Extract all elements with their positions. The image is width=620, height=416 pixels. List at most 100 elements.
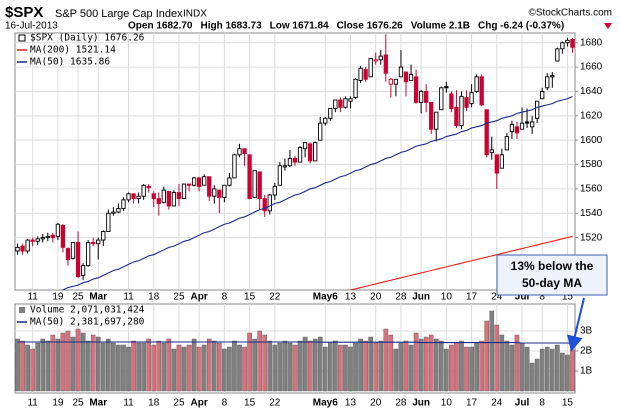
x-tick-label: 15: [244, 398, 256, 409]
x-tick-label: May6: [313, 398, 338, 409]
candle-body: [242, 148, 247, 155]
candle-body: [333, 99, 338, 109]
candle-body: [408, 73, 414, 81]
volume-bar: [40, 338, 46, 392]
volume-bar: [524, 346, 530, 392]
volume-bar: [217, 342, 222, 392]
volume-bar: [297, 340, 303, 392]
candle-body: [444, 86, 449, 89]
candle-body: [80, 265, 86, 276]
volume-bar: [15, 338, 20, 392]
volume-bar: [277, 342, 283, 392]
quote-item: Volume 2.1B: [411, 21, 470, 32]
x-tick-label: 25: [73, 398, 85, 409]
annotation-arrow: [567, 297, 585, 352]
x-tick-label: 11: [27, 292, 38, 303]
candle-body: [418, 91, 424, 103]
volume-bar: [519, 342, 525, 392]
candle-body: [131, 193, 136, 200]
candle-body: [479, 76, 484, 106]
volume-bar: [247, 332, 252, 392]
volume-bar: [383, 328, 389, 392]
volume-bar: [549, 348, 555, 392]
volume-bar: [222, 348, 227, 392]
candle-body: [393, 78, 399, 85]
candle-body: [439, 87, 444, 111]
volume-bar: [363, 340, 368, 392]
volume-bar: [70, 336, 76, 392]
volume-bar: [65, 330, 71, 392]
x-tick-label: 22: [269, 398, 281, 409]
candle-body: [494, 154, 499, 174]
volume-bar: [479, 340, 484, 392]
x-tick-label: Mar: [89, 292, 107, 303]
legend-label: Volume 2,071,031,424: [30, 305, 145, 316]
candle-body: [25, 239, 30, 252]
candle-body: [151, 193, 156, 200]
volume-bar: [227, 346, 232, 392]
volume-bar: [494, 324, 500, 392]
volume-bar: [469, 346, 474, 392]
candle-body: [96, 239, 101, 245]
candle-body: [176, 192, 182, 200]
candle-body: [464, 97, 469, 108]
volume-bar: [464, 346, 469, 392]
ma-line: [348, 235, 573, 290]
x-tick-label: Jun: [412, 292, 430, 303]
volume-bar: [60, 332, 66, 392]
candle-body: [202, 176, 207, 186]
layer: [15, 34, 575, 290]
candle-body: [186, 183, 192, 186]
volume-bar: [126, 346, 131, 392]
candle-body: [403, 71, 409, 83]
candle-body: [307, 143, 313, 162]
volume-bar: [95, 336, 101, 392]
quote-item: Low 1671.84: [270, 21, 329, 32]
candle-body: [398, 66, 404, 78]
candle-body: [540, 91, 545, 100]
x-tick-label: 25: [73, 292, 85, 303]
candle-body: [378, 55, 383, 61]
volume-bar: [30, 348, 35, 392]
volume-bar: [433, 338, 439, 392]
source: ©StockCharts.com: [528, 8, 612, 19]
candle-body: [560, 42, 565, 50]
volume-bar: [237, 344, 242, 392]
candle-body: [363, 69, 368, 80]
subtitle: S&P 500 Large Cap Index: [55, 8, 183, 20]
x-tick-label: 15: [244, 292, 256, 303]
candle-body: [524, 121, 530, 124]
x-tick-label: 10: [441, 292, 453, 303]
candle-body: [191, 177, 197, 186]
candle-body: [222, 184, 227, 198]
volume-bar: [338, 344, 343, 392]
volume-bar: [358, 338, 363, 392]
candle-body: [282, 165, 288, 168]
candle-body: [343, 98, 348, 108]
candle-body: [474, 76, 479, 92]
volume-bar: [80, 332, 86, 392]
volume-bar: [388, 334, 394, 392]
volume-bar: [282, 340, 288, 392]
volume-bar: [509, 344, 515, 392]
volume-bar: [287, 342, 293, 392]
volume-bar: [565, 354, 570, 392]
x-tick-label: 13: [345, 398, 357, 409]
volume-bar: [398, 342, 404, 392]
volume-bar: [156, 340, 162, 392]
volume-bar: [312, 338, 318, 392]
candle-body: [504, 136, 510, 151]
volume-bar: [302, 336, 308, 392]
volume-bar: [489, 310, 495, 392]
candle-body: [35, 238, 40, 242]
volume-bar: [534, 358, 540, 392]
candle-body: [15, 246, 20, 252]
volume-bar: [141, 342, 146, 392]
volume-bar: [20, 340, 25, 392]
layer: [15, 310, 575, 392]
candle-body: [111, 211, 116, 214]
volume-bar: [403, 340, 409, 392]
volume-bar: [201, 344, 207, 392]
candle-body: [91, 242, 96, 245]
